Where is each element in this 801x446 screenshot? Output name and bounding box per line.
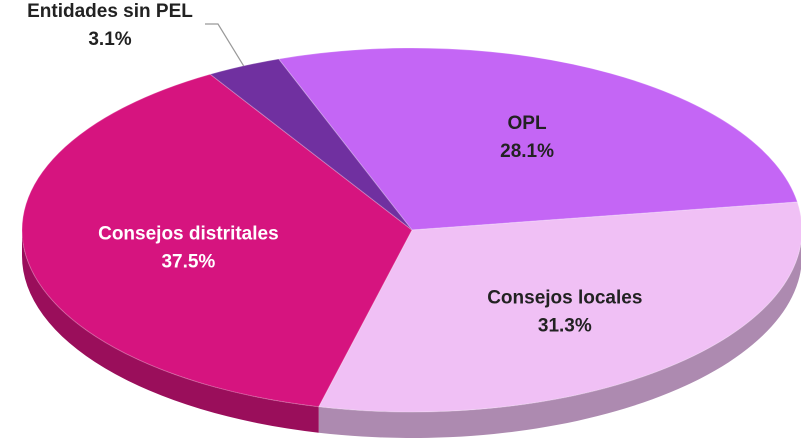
slice — [21, 73, 413, 408]
slice — [277, 47, 799, 231]
slice-label: Consejos distritales — [98, 223, 279, 244]
slice-value-label: 37.5% — [161, 251, 215, 272]
slice — [317, 201, 801, 413]
slice-value-label: 31.3% — [538, 316, 592, 337]
slice-side — [318, 242, 801, 438]
slice-side — [22, 230, 319, 433]
slice-label: Entidades sin PEL — [27, 1, 193, 22]
slice-label: OPL — [508, 113, 547, 134]
slice-value-label: 3.1% — [88, 29, 131, 50]
leader-line — [205, 23, 245, 67]
slice-label: Consejos locales — [487, 288, 642, 309]
slice — [209, 58, 413, 231]
slice-value-label: 28.1% — [500, 141, 554, 162]
